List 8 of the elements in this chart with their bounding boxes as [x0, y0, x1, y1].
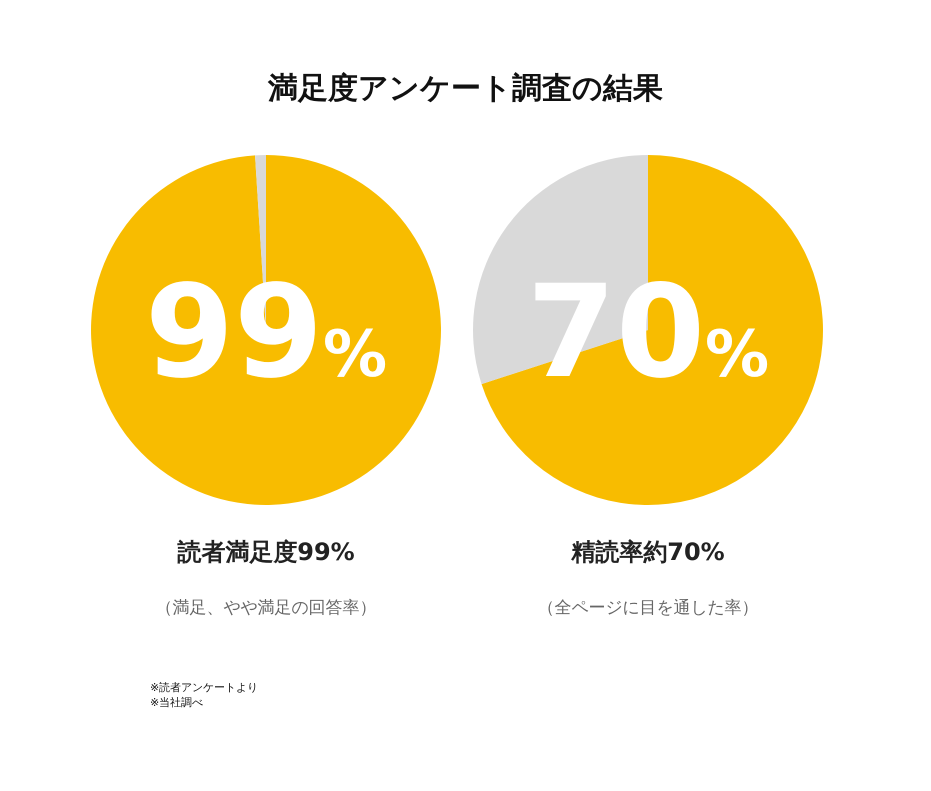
text: 満足度アンケート調査の結果	[266, 70, 664, 108]
text: ※当社調べ	[150, 695, 204, 710]
text: 精読率約70%	[570, 537, 726, 568]
text: 読者満足度99%	[176, 537, 356, 568]
text: （満足、やや満足の回答率）	[154, 597, 378, 619]
text: ※読者アンケートより	[150, 680, 258, 695]
data-label: 99%	[144, 258, 388, 407]
text: （全ページに目を通した率）	[536, 597, 760, 619]
